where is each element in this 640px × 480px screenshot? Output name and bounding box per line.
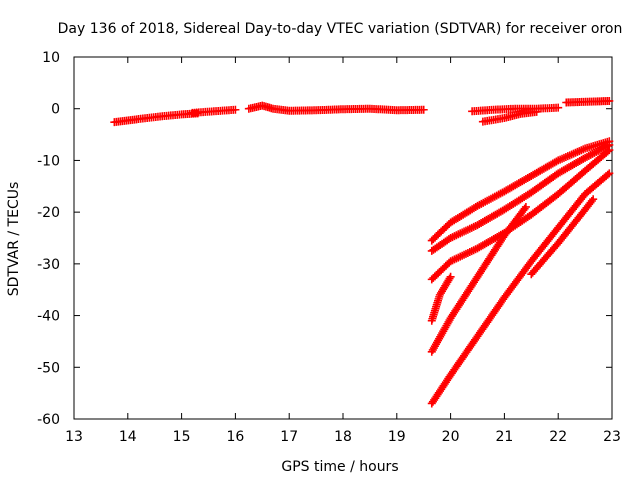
y-tick-label: -10 [37,153,60,169]
y-tick-label: -30 [37,257,60,273]
x-tick-label: 19 [388,429,406,445]
data-point [231,105,240,114]
series [427,146,614,284]
y-tick-label: -50 [37,360,60,376]
x-tick-label: 22 [549,429,567,445]
series [427,169,614,408]
ticks: 13 14 15 16 17 18 19 20 21 22 23 10 0 -10 -20 -30 -40 -50… [37,50,621,445]
data-point [603,170,612,179]
data-point [528,268,537,277]
x-tick-label: 21 [495,429,513,445]
series [427,140,614,255]
y-tick-label: -60 [37,412,60,428]
data-point [520,204,529,213]
y-tick-label: 10 [42,50,60,66]
data-point [521,202,530,211]
x-axis-label: GPS time / hours [281,459,398,475]
series [427,137,614,245]
series [478,107,541,126]
data-point [605,96,614,105]
series [427,202,530,356]
data-point [532,107,541,116]
series [188,105,240,117]
series [244,101,428,115]
x-tick-label: 18 [334,429,352,445]
y-tick-label: -40 [37,309,60,325]
x-tick-label: 23 [603,429,621,445]
chart-title: Day 136 of 2018, Sidereal Day-to-day VTE… [58,21,623,37]
x-tick-label: 16 [226,429,244,445]
data-point [603,147,612,156]
y-axis-label: SDTVAR / TECUs [6,182,22,297]
x-tick-label: 15 [173,429,191,445]
data-point [527,270,536,279]
x-tick-label: 14 [119,429,137,445]
series [562,96,614,107]
data-point [419,105,428,114]
data-point [446,272,455,281]
data-point [554,103,563,112]
y-tick-label: -20 [37,205,60,221]
data-point [445,274,454,283]
x-tick-label: 17 [280,429,298,445]
y-tick-label: 0 [51,102,60,118]
series [427,272,455,325]
x-tick-label: 20 [442,429,460,445]
data-point [605,169,614,178]
series [527,195,598,279]
data-points [110,96,614,408]
x-tick-label: 13 [65,429,83,445]
data-point [605,146,614,155]
series [468,103,563,116]
